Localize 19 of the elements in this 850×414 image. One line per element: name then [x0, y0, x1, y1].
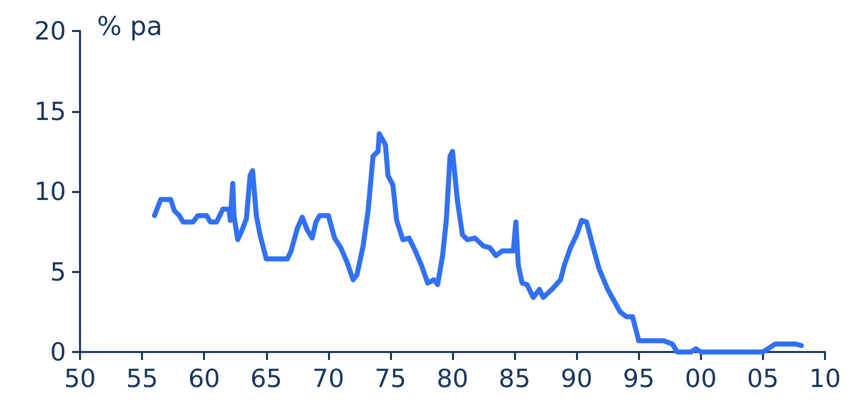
x-tick-label: 75	[374, 364, 406, 393]
x-tick-label: 05	[747, 364, 779, 393]
y-tick-label: 0	[50, 338, 66, 366]
x-tick-label: 95	[622, 364, 655, 393]
x-tick-label: 60	[188, 364, 220, 393]
y-tick-label: 15	[34, 96, 66, 126]
y-axis-title: % pa	[97, 12, 162, 42]
x-tick-label: 80	[436, 364, 468, 393]
x-tick-label: 90	[560, 364, 593, 393]
x-tick-label: 65	[250, 364, 282, 393]
x-tick-label: 50	[64, 364, 96, 393]
y-tick-label: 5	[50, 257, 66, 286]
x-tick-label: 00	[684, 364, 717, 393]
x-tick-label: 10	[809, 364, 841, 393]
x-tick-label: 55	[126, 364, 158, 393]
x-tick-label: 85	[498, 364, 530, 393]
y-tick-label: 10	[34, 177, 66, 206]
x-tick-label: 70	[312, 364, 344, 393]
y-tick-label: 20	[34, 16, 66, 46]
